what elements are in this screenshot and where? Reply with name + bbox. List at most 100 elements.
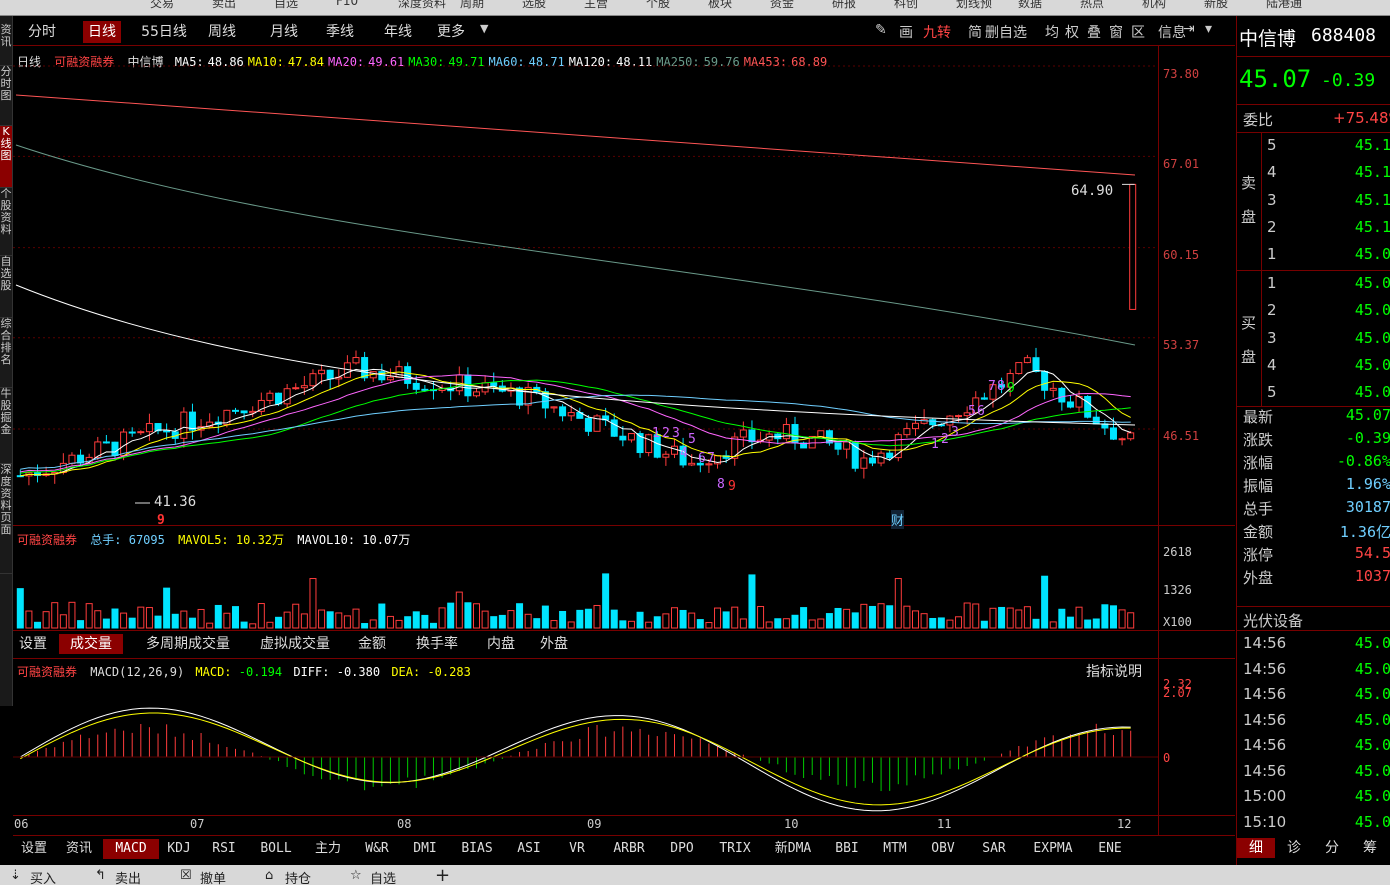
volume-tab[interactable]: 成交量: [59, 634, 123, 654]
indicator-tab[interactable]: SAR: [982, 841, 1006, 856]
toolbar-right-item[interactable]: 叠: [1087, 25, 1101, 41]
sell-icon[interactable]: ↰: [95, 868, 106, 883]
top-menu-item[interactable]: 交易: [150, 0, 175, 10]
indicator-help-button[interactable]: 指标说明: [1086, 664, 1142, 680]
status-action[interactable]: 买入: [30, 872, 57, 885]
period-tab[interactable]: 分时: [28, 24, 56, 40]
period-tab[interactable]: 55日线: [141, 24, 187, 40]
indicator-tab[interactable]: MTM: [883, 841, 907, 856]
more-chevron-icon[interactable]: ▼: [480, 22, 489, 35]
sidebar-item[interactable]: 资讯: [0, 24, 12, 66]
financial-report-marker[interactable]: 财: [891, 510, 905, 529]
volume-tab[interactable]: 设置: [19, 636, 47, 652]
order-level[interactable]: 4 45.0: [1263, 356, 1390, 380]
indicator-tab[interactable]: RSI: [212, 841, 236, 856]
indicator-tab[interactable]: 新DMA: [774, 841, 812, 856]
status-action[interactable]: 撤单: [200, 872, 227, 885]
indicator-tab[interactable]: KDJ: [167, 841, 191, 856]
top-menu-item[interactable]: 深度资料: [398, 0, 447, 10]
indicator-tab[interactable]: BOLL: [260, 841, 292, 856]
order-level[interactable]: 1 45.0: [1263, 274, 1390, 298]
top-menu-item[interactable]: 板块: [708, 0, 733, 10]
indicator-tab[interactable]: ENE: [1098, 841, 1122, 856]
period-tab[interactable]: 月线: [270, 24, 298, 40]
sidebar-item[interactable]: 深度资料页面: [0, 464, 12, 574]
quote-tab[interactable]: 分: [1325, 840, 1339, 856]
indicator-tab[interactable]: DPO: [670, 841, 694, 856]
volume-tab[interactable]: 内盘: [487, 636, 515, 652]
position-icon[interactable]: ⌂: [265, 868, 274, 883]
sidebar-item[interactable]: 综合排名: [0, 318, 12, 388]
sidebar-item[interactable]: K线图: [0, 126, 12, 188]
indicator-tab[interactable]: VR: [569, 841, 585, 856]
top-menu-item[interactable]: 周期: [460, 0, 485, 10]
top-menu-item[interactable]: 卖出: [212, 0, 237, 10]
quote-tab[interactable]: 细: [1237, 838, 1275, 858]
order-level[interactable]: 5 45.1: [1263, 136, 1390, 160]
order-level[interactable]: 1 45.0: [1263, 245, 1390, 269]
volume-tab[interactable]: 换手率: [416, 636, 458, 652]
volume-tab[interactable]: 多周期成交量: [146, 636, 230, 652]
indicator-tab[interactable]: MACD: [103, 839, 159, 859]
indicator-tab[interactable]: 设置: [20, 841, 47, 856]
volume-tab[interactable]: 金额: [358, 636, 386, 652]
top-menu-item[interactable]: 资金: [770, 0, 795, 10]
toolbar-right-item[interactable]: 均: [1045, 25, 1059, 41]
order-level[interactable]: 2 45.1: [1263, 218, 1390, 242]
order-level[interactable]: 2 45.0: [1263, 301, 1390, 325]
indicator-tab[interactable]: BIAS: [461, 841, 493, 856]
cancel-icon[interactable]: ☒: [180, 868, 192, 883]
sidebar-item[interactable]: 个股资料: [0, 188, 12, 256]
top-menu-item[interactable]: 热点: [1080, 0, 1105, 10]
indicator-tab[interactable]: EXPMA: [1033, 841, 1073, 856]
indicator-tab[interactable]: DMI: [413, 841, 437, 856]
volume-tab[interactable]: 外盘: [540, 636, 568, 652]
export-icon[interactable]: ⇥: [1183, 21, 1195, 37]
quote-tab[interactable]: 诊: [1287, 840, 1301, 856]
sector-name[interactable]: 光伏设备: [1243, 612, 1304, 630]
picture-icon[interactable]: 画: [899, 25, 913, 41]
indicator-tab[interactable]: BBI: [835, 841, 859, 856]
indicator-tab[interactable]: W&R: [365, 841, 389, 856]
status-action[interactable]: 卖出: [115, 872, 142, 885]
status-action[interactable]: 自选: [370, 872, 397, 885]
order-level[interactable]: 5 45.0: [1263, 383, 1390, 407]
top-menu-item[interactable]: 陆港通: [1266, 0, 1303, 10]
period-tab[interactable]: 更多: [437, 24, 465, 40]
toolbar-right-item[interactable]: 删自选: [985, 25, 1027, 41]
quote-tab[interactable]: 筹: [1363, 840, 1377, 856]
indicator-tab[interactable]: ARBR: [613, 841, 645, 856]
top-menu-item[interactable]: 数据: [1018, 0, 1043, 10]
top-menu-item[interactable]: 科创: [894, 0, 919, 10]
sidebar-item[interactable]: 自选股: [0, 256, 12, 318]
sidebar-item[interactable]: 牛股掘金: [0, 388, 12, 464]
toolbar-right-item[interactable]: 九转: [923, 25, 951, 41]
order-level[interactable]: 3 45.0: [1263, 329, 1390, 353]
status-action[interactable]: 持仓: [285, 872, 312, 885]
indicator-tab[interactable]: TRIX: [719, 841, 751, 856]
top-menu-item[interactable]: 机构: [1142, 0, 1167, 10]
toolbar-right-item[interactable]: 窗: [1109, 25, 1123, 41]
period-tab[interactable]: 年线: [384, 24, 412, 40]
order-level[interactable]: 4 45.1: [1263, 163, 1390, 187]
volume-tab[interactable]: 虚拟成交量: [260, 636, 330, 652]
indicator-tab[interactable]: 主力: [314, 841, 341, 856]
toolbar-right-item[interactable]: 权: [1065, 25, 1079, 41]
top-menu-item[interactable]: 研报: [832, 0, 857, 10]
buy-icon[interactable]: ⇣: [10, 868, 21, 883]
top-menu-item[interactable]: 新股: [1204, 0, 1229, 10]
add-icon[interactable]: +: [435, 865, 451, 885]
chevron-down-icon[interactable]: ▾: [1205, 21, 1213, 37]
period-tab[interactable]: 周线: [208, 24, 236, 40]
toolbar-right-item[interactable]: 信息: [1158, 25, 1186, 41]
toolbar-right-item[interactable]: 区: [1131, 25, 1145, 41]
top-menu-item[interactable]: 划线预: [956, 0, 993, 10]
order-level[interactable]: 3 45.1: [1263, 191, 1390, 215]
indicator-tab[interactable]: 资讯: [65, 841, 92, 856]
period-tab[interactable]: 季线: [326, 24, 354, 40]
sidebar-item[interactable]: 分时图: [0, 66, 12, 126]
top-menu-item[interactable]: 自选: [274, 0, 299, 10]
toolbar-right-item[interactable]: 简: [968, 25, 982, 41]
top-menu-item[interactable]: 主营: [584, 0, 609, 10]
